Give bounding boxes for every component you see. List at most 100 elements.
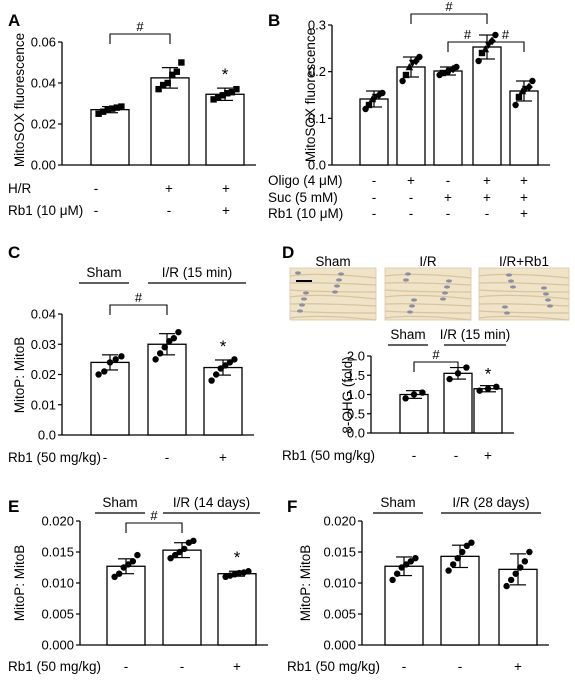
data-point <box>454 370 462 377</box>
nucleus <box>547 304 553 308</box>
histology-image <box>384 267 472 321</box>
image-label: I/R <box>419 254 437 269</box>
significance-star: * <box>222 65 229 84</box>
y-axis-label: MitoP: MitoB <box>12 545 27 622</box>
fiber-line <box>289 303 377 307</box>
nucleus <box>510 285 516 289</box>
nucleus <box>446 279 452 283</box>
data-point <box>217 365 224 372</box>
significance-bracket <box>109 304 168 315</box>
factor-label: Rb1 (10 μM) <box>268 206 343 221</box>
fiber-line <box>289 282 377 286</box>
factor-sign: + <box>219 450 227 465</box>
data-point <box>109 105 116 112</box>
data-point <box>446 375 453 383</box>
factor-sign: + <box>483 173 491 188</box>
y-tick-label: 2.0 <box>347 349 365 364</box>
data-point <box>118 103 125 110</box>
factor-label: Suc (5 mM) <box>268 190 338 205</box>
factor-sign: + <box>407 173 415 188</box>
factor-sign: - <box>124 659 129 674</box>
data-point <box>398 564 405 571</box>
data-point <box>233 85 240 93</box>
data-point <box>488 36 496 46</box>
data-point <box>442 68 451 76</box>
factor-sign: - <box>446 173 451 188</box>
significance-label: # <box>150 508 158 523</box>
factor-sign: - <box>409 190 414 205</box>
y-tick-label: 0.020 <box>41 514 74 529</box>
nucleus <box>301 297 307 301</box>
data-point <box>518 87 527 95</box>
data-point <box>512 570 519 577</box>
y-axis-label: MitoSOX fluorescence <box>303 28 318 162</box>
y-tick-label: 0.0 <box>347 426 365 441</box>
factor-sign: - <box>409 206 414 221</box>
significance-label: # <box>136 19 144 34</box>
fiber-line <box>384 310 472 314</box>
data-point <box>416 53 423 61</box>
data-point <box>463 542 471 549</box>
factor-label: Rb1 (50 mg/kg) <box>8 450 101 465</box>
data-point <box>507 576 515 584</box>
data-point <box>152 356 159 363</box>
factor-label: Rb1 (50 mg/kg) <box>287 659 380 674</box>
bar <box>443 372 473 434</box>
data-point <box>439 69 447 77</box>
data-point <box>181 545 188 553</box>
y-tick-label: 0.00 <box>31 158 56 173</box>
nucleus <box>409 304 415 308</box>
data-point <box>159 81 167 89</box>
significance-star: * <box>234 548 241 567</box>
fiber-line <box>478 315 570 321</box>
nucleus <box>545 298 551 302</box>
data-point <box>449 561 457 568</box>
data-point <box>503 582 510 590</box>
factor-sign: + <box>520 206 528 221</box>
nucleus <box>336 278 342 282</box>
significance-bracket <box>109 33 171 44</box>
y-tick-label: 1.5 <box>347 368 365 383</box>
panel-c: C 0.0 0.01 0.02 0.03 0.04 MitoP: MitoB # * Sham I/… <box>8 243 254 465</box>
significance-label: # <box>502 27 510 42</box>
fiber-line <box>289 289 377 293</box>
group-label: I/R (15 min) <box>440 327 511 342</box>
nucleus <box>440 297 446 301</box>
factor-sign: - <box>372 173 377 188</box>
factor-sign: - <box>485 206 490 221</box>
data-point <box>453 63 460 71</box>
y-tick-label: 0.005 <box>41 607 74 622</box>
group-label: I/R (15 min) <box>162 265 233 280</box>
image-label: Sham <box>315 254 350 269</box>
data-point <box>156 350 164 357</box>
panel-e: E 0.000 0.005 0.010 0.015 0.020 MitoP: MitoB # *… <box>8 495 268 674</box>
fiber-line <box>289 294 377 300</box>
y-tick-label: 0.02 <box>31 117 56 132</box>
factor-sign: + <box>222 203 230 218</box>
data-point <box>208 377 215 384</box>
factor-sign: - <box>446 206 451 221</box>
data-point <box>526 548 533 556</box>
nucleus <box>403 278 409 282</box>
data-point <box>95 110 102 117</box>
group-label: I/R (28 days) <box>452 495 529 510</box>
data-point <box>175 328 182 336</box>
data-point <box>476 387 483 394</box>
factor-sign: + <box>444 190 452 205</box>
factor-sign: - <box>372 206 377 221</box>
data-point <box>407 558 415 565</box>
nucleus <box>508 279 514 283</box>
y-tick-label: 0.0 <box>38 428 56 443</box>
y-tick-label: 0.005 <box>323 607 356 622</box>
data-point <box>468 539 475 546</box>
nucleus <box>407 310 413 314</box>
factor-sign: - <box>167 203 172 218</box>
nucleus <box>332 290 338 294</box>
fiber-line <box>478 303 570 307</box>
data-point <box>445 567 452 574</box>
nucleus <box>299 303 305 307</box>
significance-label: # <box>464 27 472 42</box>
data-point <box>170 335 178 342</box>
y-tick-label: 0.04 <box>31 76 56 91</box>
